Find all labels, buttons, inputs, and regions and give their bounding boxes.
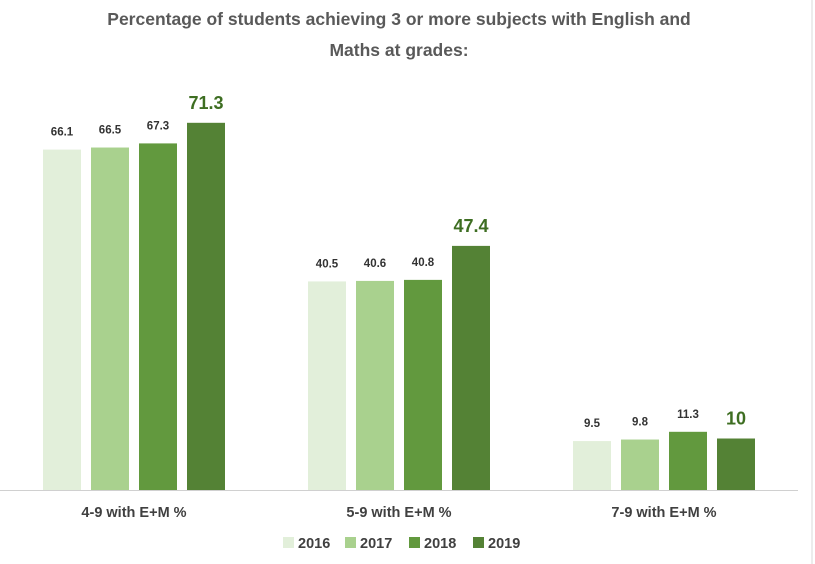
data-label-2019-cat-3: 10 [726,409,746,429]
legend-label-2019: 2019 [488,536,520,552]
bar-2018-cat-3 [669,431,707,490]
bar-2019-cat-2 [452,245,490,490]
legend-label-2018: 2018 [424,536,456,552]
chart-title-line-2: Maths at grades: [329,40,468,60]
bar-2017-cat-1 [91,147,129,490]
legend-swatch-2018 [409,537,420,548]
data-label-2019-cat-1: 71.3 [188,93,223,113]
bar-2016-cat-2 [308,281,346,490]
data-labels-group: 66.1 66.5 67.3 71.3 40.5 40.6 40.8 47.4 9.5 9.8 11… [51,93,746,430]
legend-swatch-2019 [473,537,484,548]
bar-2016-cat-1 [43,149,81,490]
data-label-2016-cat-2: 40.5 [316,258,339,270]
bar-2017-cat-2 [356,280,394,490]
data-label-2018-cat-1: 67.3 [147,120,169,132]
data-label-2018-cat-3: 11.3 [677,409,699,421]
bar-2018-cat-1 [139,143,177,490]
data-label-2017-cat-1: 66.5 [99,125,122,137]
bar-2016-cat-3 [573,441,611,490]
data-label-2019-cat-2: 47.4 [453,216,488,236]
category-label-2: 5-9 with E+M % [346,505,451,521]
category-label-1: 4-9 with E+M % [81,505,186,521]
category-labels-group: 4-9 with E+M % 5-9 with E+M % 7-9 with E+M… [81,505,716,521]
category-label-3: 7-9 with E+M % [611,505,716,521]
bar-2017-cat-3 [621,439,659,490]
bar-2018-cat-2 [404,279,442,490]
bars-group [43,122,755,491]
data-label-2016-cat-1: 66.1 [51,127,74,139]
bar-2019-cat-3 [717,438,755,490]
data-label-2017-cat-2: 40.6 [364,258,386,270]
legend-swatch-2016 [283,537,294,548]
data-label-2016-cat-3: 9.5 [584,418,601,430]
legend-label-2017: 2017 [360,536,392,552]
bar-2019-cat-1 [187,122,225,491]
legend: 2016 2017 2018 2019 [283,536,520,552]
chart-title-line-1: Percentage of students achieving 3 or mo… [107,9,690,29]
legend-label-2016: 2016 [298,536,330,552]
legend-swatch-2017 [345,537,356,548]
data-label-2018-cat-2: 40.8 [412,257,435,269]
data-label-2017-cat-3: 9.8 [632,417,649,429]
